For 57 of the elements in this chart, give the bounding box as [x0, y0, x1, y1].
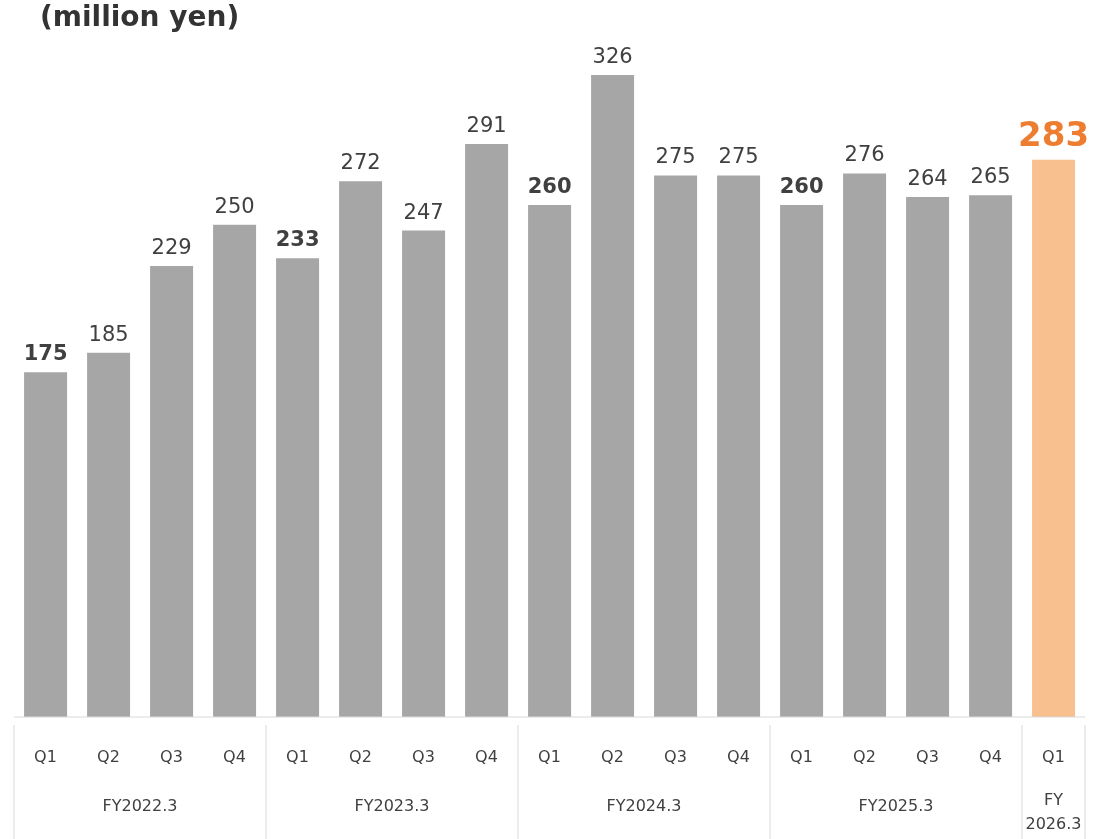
bar [402, 230, 446, 717]
x-tick-label: Q3 [664, 747, 687, 766]
x-tick-label: Q1 [1042, 747, 1065, 766]
bar [24, 372, 68, 717]
bar [213, 224, 257, 717]
data-label: 264 [907, 166, 948, 191]
data-label: 260 [779, 173, 824, 198]
bar [654, 175, 698, 717]
text: FY2024.3 [606, 796, 682, 815]
x-tick-label: Q3 [412, 747, 435, 766]
bar [339, 181, 383, 717]
text: FY2022.3 [102, 796, 178, 815]
bar [780, 204, 824, 717]
bar [276, 258, 320, 717]
x-tick-label: Q3 [916, 747, 939, 766]
data-label: 260 [527, 173, 572, 198]
text: FY2025.3 [858, 796, 934, 815]
data-label: 229 [151, 235, 192, 260]
data-label: 233 [275, 227, 320, 252]
bar [465, 143, 509, 717]
x-tick-label: Q1 [34, 747, 57, 766]
bar [717, 175, 761, 717]
x-tick-label: Q2 [853, 747, 876, 766]
data-label: 326 [592, 44, 633, 68]
x-tick-label: Q2 [349, 747, 372, 766]
data-label: 275 [718, 144, 759, 169]
x-tick-label: Q3 [160, 747, 183, 766]
bar [1032, 159, 1076, 717]
bar [906, 197, 950, 717]
x-tick-label: Q2 [97, 747, 120, 766]
x-tick-label: Q4 [727, 747, 750, 766]
chart-title: (million yen) [40, 0, 240, 33]
x-tick-label: Q1 [286, 747, 309, 766]
data-label: 250 [214, 193, 255, 218]
bar [591, 75, 635, 717]
bar [150, 266, 194, 717]
x-tick-label: Q4 [223, 747, 246, 766]
data-label: 185 [88, 321, 129, 346]
text: FY2023.3 [354, 796, 430, 815]
x-tick-label: Q1 [538, 747, 561, 766]
x-tick-label: Q4 [979, 747, 1002, 766]
text: FY 2026.3 [1025, 790, 1082, 833]
x-tick-label: Q1 [790, 747, 813, 766]
bar [528, 204, 572, 717]
data-label: 265 [970, 164, 1011, 189]
bar [843, 173, 887, 717]
data-label: 175 [23, 341, 68, 366]
data-label: 272 [340, 150, 381, 175]
data-label: 291 [466, 112, 507, 137]
x-tick-label: Q4 [475, 747, 498, 766]
x-tick-label: Q2 [601, 747, 624, 766]
data-label: 275 [655, 144, 696, 169]
data-label: 283 [1018, 113, 1090, 154]
bar [969, 195, 1013, 717]
data-label: 276 [844, 142, 885, 167]
bar [87, 352, 131, 717]
data-label: 247 [403, 199, 444, 224]
